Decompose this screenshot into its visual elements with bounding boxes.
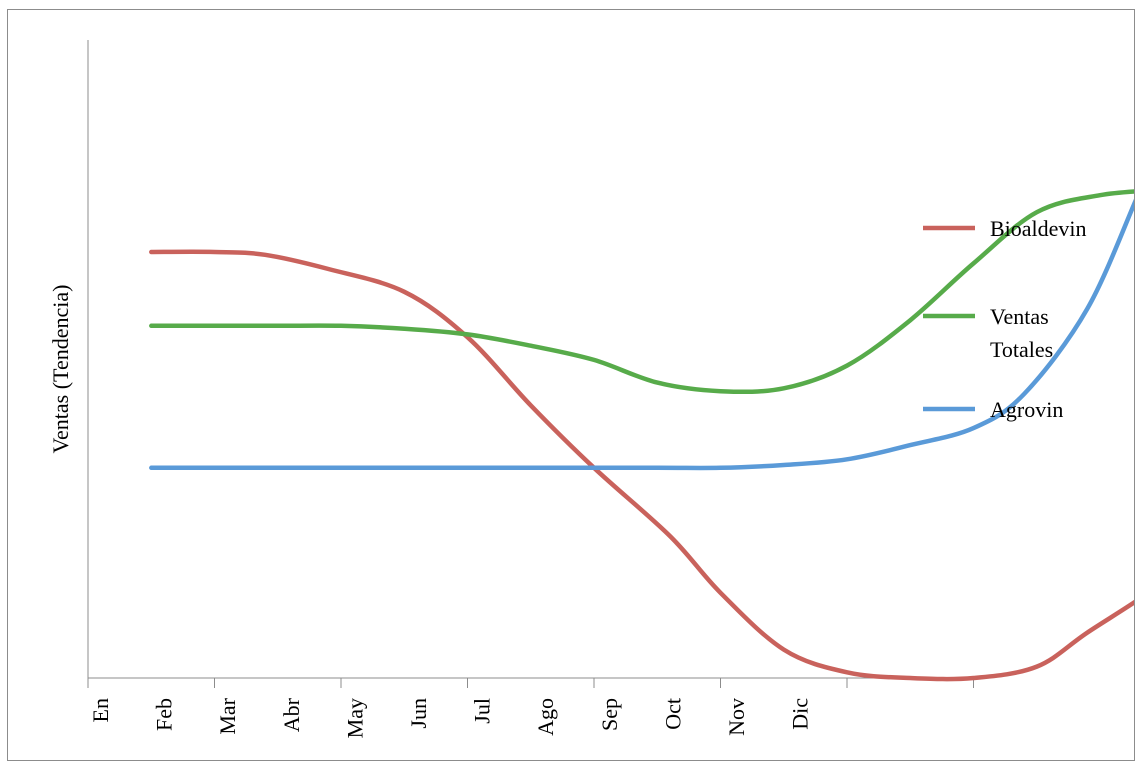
x-tick-labels: En Feb Mar Abr May Jun Jul Ago Sep Oct Nov Dic bbox=[88, 697, 813, 738]
series-line-bioaldevin bbox=[149, 249, 1134, 682]
chart-frame: En Feb Mar Abr May Jun Jul Ago Sep Oct Nov Dic Vent… bbox=[7, 9, 1135, 761]
legend-label: Ventas Totales bbox=[990, 304, 1053, 362]
x-tick-label: Jun bbox=[406, 698, 431, 729]
axes bbox=[87, 40, 974, 688]
line-chart: En Feb Mar Abr May Jun Jul Ago Sep Oct Nov Dic Vent… bbox=[48, 40, 1134, 738]
legend-label: Bioaldevin bbox=[990, 216, 1087, 241]
x-tick-label: May bbox=[342, 698, 367, 738]
legend: Bioaldevin Ventas Totales Agrovin bbox=[923, 216, 1087, 422]
x-tick-label: Ago bbox=[533, 698, 558, 736]
x-tick-label: Abr bbox=[279, 697, 304, 732]
series-line-agrovin bbox=[149, 198, 1134, 471]
x-tick-label: En bbox=[88, 698, 113, 722]
series-lines bbox=[149, 189, 1134, 682]
x-tick-label: Dic bbox=[788, 698, 813, 730]
legend-label: Agrovin bbox=[990, 397, 1063, 422]
x-tick-label: Nov bbox=[724, 698, 749, 736]
series-line-ventas-totales bbox=[149, 189, 1134, 395]
x-tick-label: Sep bbox=[597, 698, 622, 731]
x-tick-label: Jul bbox=[470, 698, 495, 724]
x-tick-label: Feb bbox=[152, 698, 177, 731]
x-tick-label: Mar bbox=[215, 697, 240, 734]
y-axis-label: Ventas (Tendencia) bbox=[48, 285, 73, 454]
x-tick-label: Oct bbox=[660, 698, 685, 730]
